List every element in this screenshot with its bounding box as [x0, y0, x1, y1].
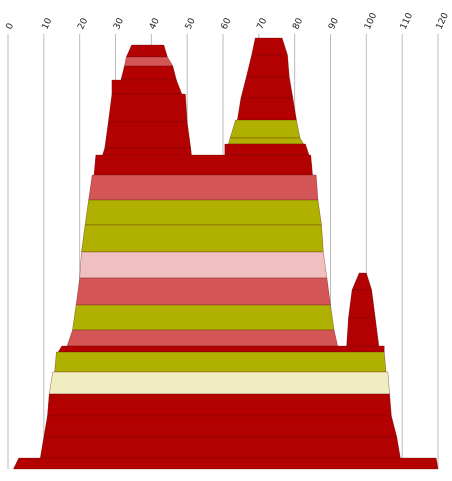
- band: [228, 137, 305, 145]
- band: [66, 329, 338, 347]
- x-tick-label: 70: [255, 16, 269, 31]
- x-tick-label: 40: [148, 16, 162, 31]
- band: [240, 76, 294, 99]
- band: [12, 457, 439, 470]
- band: [348, 289, 376, 319]
- band: [72, 304, 335, 331]
- band: [108, 93, 188, 123]
- x-tick-label: 0: [5, 22, 17, 32]
- band: [39, 436, 401, 459]
- x-tick-label: 50: [184, 16, 198, 31]
- x-tick-label: 120: [435, 11, 451, 31]
- band: [351, 272, 373, 291]
- band: [251, 37, 288, 56]
- band: [81, 224, 324, 253]
- band: [111, 79, 183, 95]
- band: [75, 277, 331, 306]
- band: [79, 251, 328, 279]
- band: [237, 97, 297, 121]
- band: [245, 54, 290, 78]
- band: [47, 393, 392, 417]
- band: [125, 44, 168, 58]
- band: [224, 143, 310, 156]
- band: [48, 371, 390, 395]
- band: [57, 345, 385, 353]
- band: [88, 174, 319, 201]
- x-tick-label: 100: [363, 11, 379, 31]
- x-tick-label: 20: [76, 16, 90, 31]
- band: [43, 415, 398, 438]
- band: [93, 154, 313, 176]
- x-tick-label: 60: [220, 16, 234, 31]
- x-tick-label: 90: [327, 16, 341, 31]
- band: [120, 65, 177, 81]
- band: [346, 317, 380, 347]
- x-tick-label: 10: [40, 16, 54, 31]
- x-tick-label: 110: [399, 11, 415, 31]
- x-tick-label: 30: [112, 16, 126, 31]
- x-tick-label: 80: [291, 16, 305, 31]
- band: [54, 351, 387, 373]
- band: [84, 199, 322, 226]
- band: [104, 121, 192, 149]
- band: [124, 56, 174, 67]
- band: [229, 119, 301, 139]
